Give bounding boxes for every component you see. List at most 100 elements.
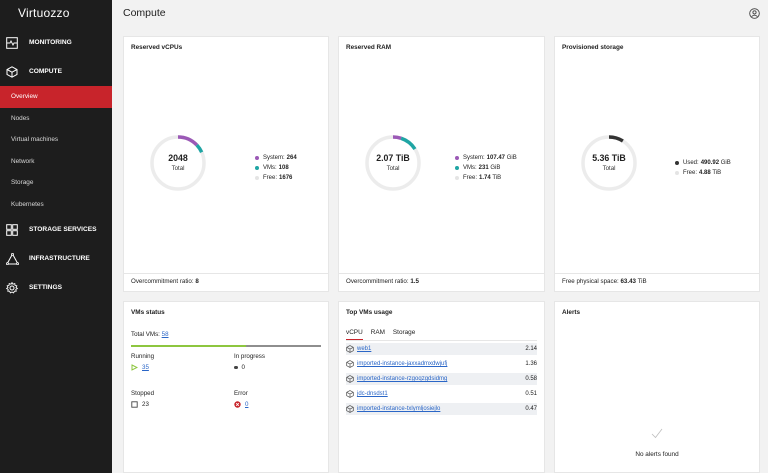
legend-system-label: System: [463, 155, 485, 161]
ram-overcommit-label: Overcommitment ratio: [346, 278, 409, 285]
storage-donut-center: 5.36 TiB Total [579, 153, 639, 172]
nav-infrastructure[interactable]: INFRASTRUCTURE [0, 244, 112, 273]
provisioned-storage-title: Provisioned storage [562, 44, 624, 51]
nav-settings-label: SETTINGS [29, 284, 62, 291]
running-label: Running [131, 353, 155, 360]
vcpus-total-label: Total [171, 165, 185, 172]
ram-system-segment [365, 135, 421, 191]
storage-legend: Used: 490.92 GiB Free: 4.88 TiB [675, 158, 731, 178]
nav-monitoring[interactable]: MONITORING [0, 28, 112, 57]
total-vms: Total VMs: 58 [131, 331, 169, 338]
cube-icon [5, 65, 19, 79]
storage-services-icon [5, 223, 19, 237]
legend-system-label: System: [263, 155, 285, 161]
vcpus-legend: System: 264 VMs: 108 Free: 1676 [255, 153, 297, 183]
free-space-unit: TiB [637, 278, 647, 285]
legend-vms: VMs: 108 [255, 163, 297, 173]
ram-total-value: 2.07 TiB [376, 153, 410, 163]
vms-status-card: VMs status Total VMs: 58 Running 35 In p… [123, 301, 329, 473]
legend-vms-value: 231 [478, 165, 489, 171]
sidebar-item-virtual-machines[interactable]: Virtual machines [11, 136, 59, 144]
vm-link[interactable]: imported-instance-rzgoqzgdsidmg [357, 376, 448, 382]
free-space-label: Free physical space: [562, 278, 619, 285]
nav-compute[interactable]: COMPUTE [0, 57, 112, 86]
sidebar-item-network[interactable]: Network [11, 157, 35, 165]
system-dot-icon [255, 156, 259, 160]
vm-link[interactable]: imported-instance-jaxxadmxdwjufj [357, 361, 448, 367]
sidebar-item-nodes[interactable]: Nodes [11, 114, 30, 122]
reserved-vcpus-title: Reserved vCPUs [131, 44, 183, 51]
vcpus-overcommit-value: 8 [195, 278, 199, 285]
legend-free: Free: 1676 [255, 173, 297, 183]
legend-free-label: Free: [683, 170, 698, 176]
vcpus-system-segment [150, 135, 206, 191]
vcpus-overcommitment: Overcommitment ratio: 8 [131, 278, 199, 285]
top-vms-usage-card: Top VMs usage vCPU RAM Storage web1 2.14… [338, 301, 545, 473]
table-row: web1 2.14 [346, 343, 537, 355]
nav-settings[interactable]: SETTINGS [0, 273, 112, 302]
vcpus-total-value: 2048 [168, 153, 188, 163]
vm-usage-value: 0.47 [525, 406, 537, 412]
ram-overcommit-value: 1.5 [410, 278, 419, 285]
free-dot-icon [675, 171, 679, 175]
nav-storage-services[interactable]: STORAGE SERVICES [0, 215, 112, 244]
legend-free-label: Free: [263, 175, 278, 181]
tab-ram[interactable]: RAM [370, 329, 385, 336]
total-vms-label: Total VMs: [131, 331, 160, 338]
vm-icon [346, 375, 354, 383]
stopped-label: Stopped [131, 390, 155, 397]
vms-dot-icon [255, 166, 259, 170]
stopped-value: 23 [131, 401, 149, 408]
vm-usage-value: 0.58 [525, 376, 537, 382]
vms-status-title: VMs status [131, 309, 165, 316]
legend-free: Free: 1.74 TiB [455, 173, 517, 183]
gear-icon [5, 281, 19, 295]
vm-link[interactable]: jdc-dnsdst1 [357, 391, 388, 397]
system-dot-icon [455, 156, 459, 160]
running-link[interactable]: 35 [142, 364, 149, 371]
sidebar-item-overview[interactable]: Overview [0, 86, 112, 108]
alerts-title: Alerts [562, 309, 581, 316]
stopped-count: 23 [142, 401, 149, 408]
total-vms-link[interactable]: 58 [161, 331, 169, 338]
vcpus-donut-chart [150, 135, 206, 191]
error-icon [234, 401, 241, 408]
used-dot-icon [675, 161, 679, 165]
vm-name-cell: imported-instance-txlymljosiejlo [346, 405, 440, 413]
vm-usage-value: 1.36 [525, 361, 537, 367]
legend-vms-value: 108 [278, 165, 289, 171]
legend-free: Free: 4.88 TiB [675, 168, 731, 178]
top-bar: Compute [112, 0, 768, 26]
ram-overcommitment: Overcommitment ratio: 1.5 [346, 278, 419, 285]
divider [555, 273, 759, 274]
vm-link[interactable]: web1 [357, 346, 372, 352]
sidebar-item-storage[interactable]: Storage [11, 179, 34, 187]
legend-vms: VMs: 231 GiB [455, 163, 517, 173]
free-dot-icon [455, 176, 459, 180]
legend-free-unit: TiB [712, 170, 722, 176]
monitoring-icon [5, 36, 19, 50]
vms-dot-icon [455, 166, 459, 170]
tab-storage[interactable]: Storage [392, 329, 416, 336]
user-icon[interactable] [749, 6, 760, 19]
legend-free-value: 1676 [279, 175, 293, 181]
virtuozzo-logo[interactable]: Virtuozzo [18, 6, 70, 20]
vm-icon [346, 345, 354, 353]
vms-status-bar [131, 345, 321, 347]
stop-icon [131, 401, 138, 408]
vm-name-cell: imported-instance-jaxxadmxdwjufj [346, 360, 447, 368]
vm-name-cell: imported-instance-rzgoqzgdsidmg [346, 375, 447, 383]
legend-free-unit: TiB [492, 175, 502, 181]
tab-vcpu[interactable]: vCPU [346, 329, 363, 340]
sidebar-item-kubernetes[interactable]: Kubernetes [11, 200, 44, 208]
reserved-ram-title: Reserved RAM [346, 44, 392, 51]
error-link[interactable]: 0 [245, 401, 249, 408]
in-progress-label: In progress [234, 353, 265, 360]
vm-link[interactable]: imported-instance-txlymljosiejlo [357, 406, 441, 412]
free-space-value: 63.43 [620, 278, 636, 285]
legend-free-label: Free: [463, 175, 478, 181]
storage-donut-chart [581, 135, 637, 191]
reserved-ram-card: Reserved RAM 2.07 TiB Total System: 107.4… [338, 36, 545, 292]
nav-monitoring-label: MONITORING [29, 39, 72, 46]
legend-vms-label: VMs: [463, 165, 477, 171]
